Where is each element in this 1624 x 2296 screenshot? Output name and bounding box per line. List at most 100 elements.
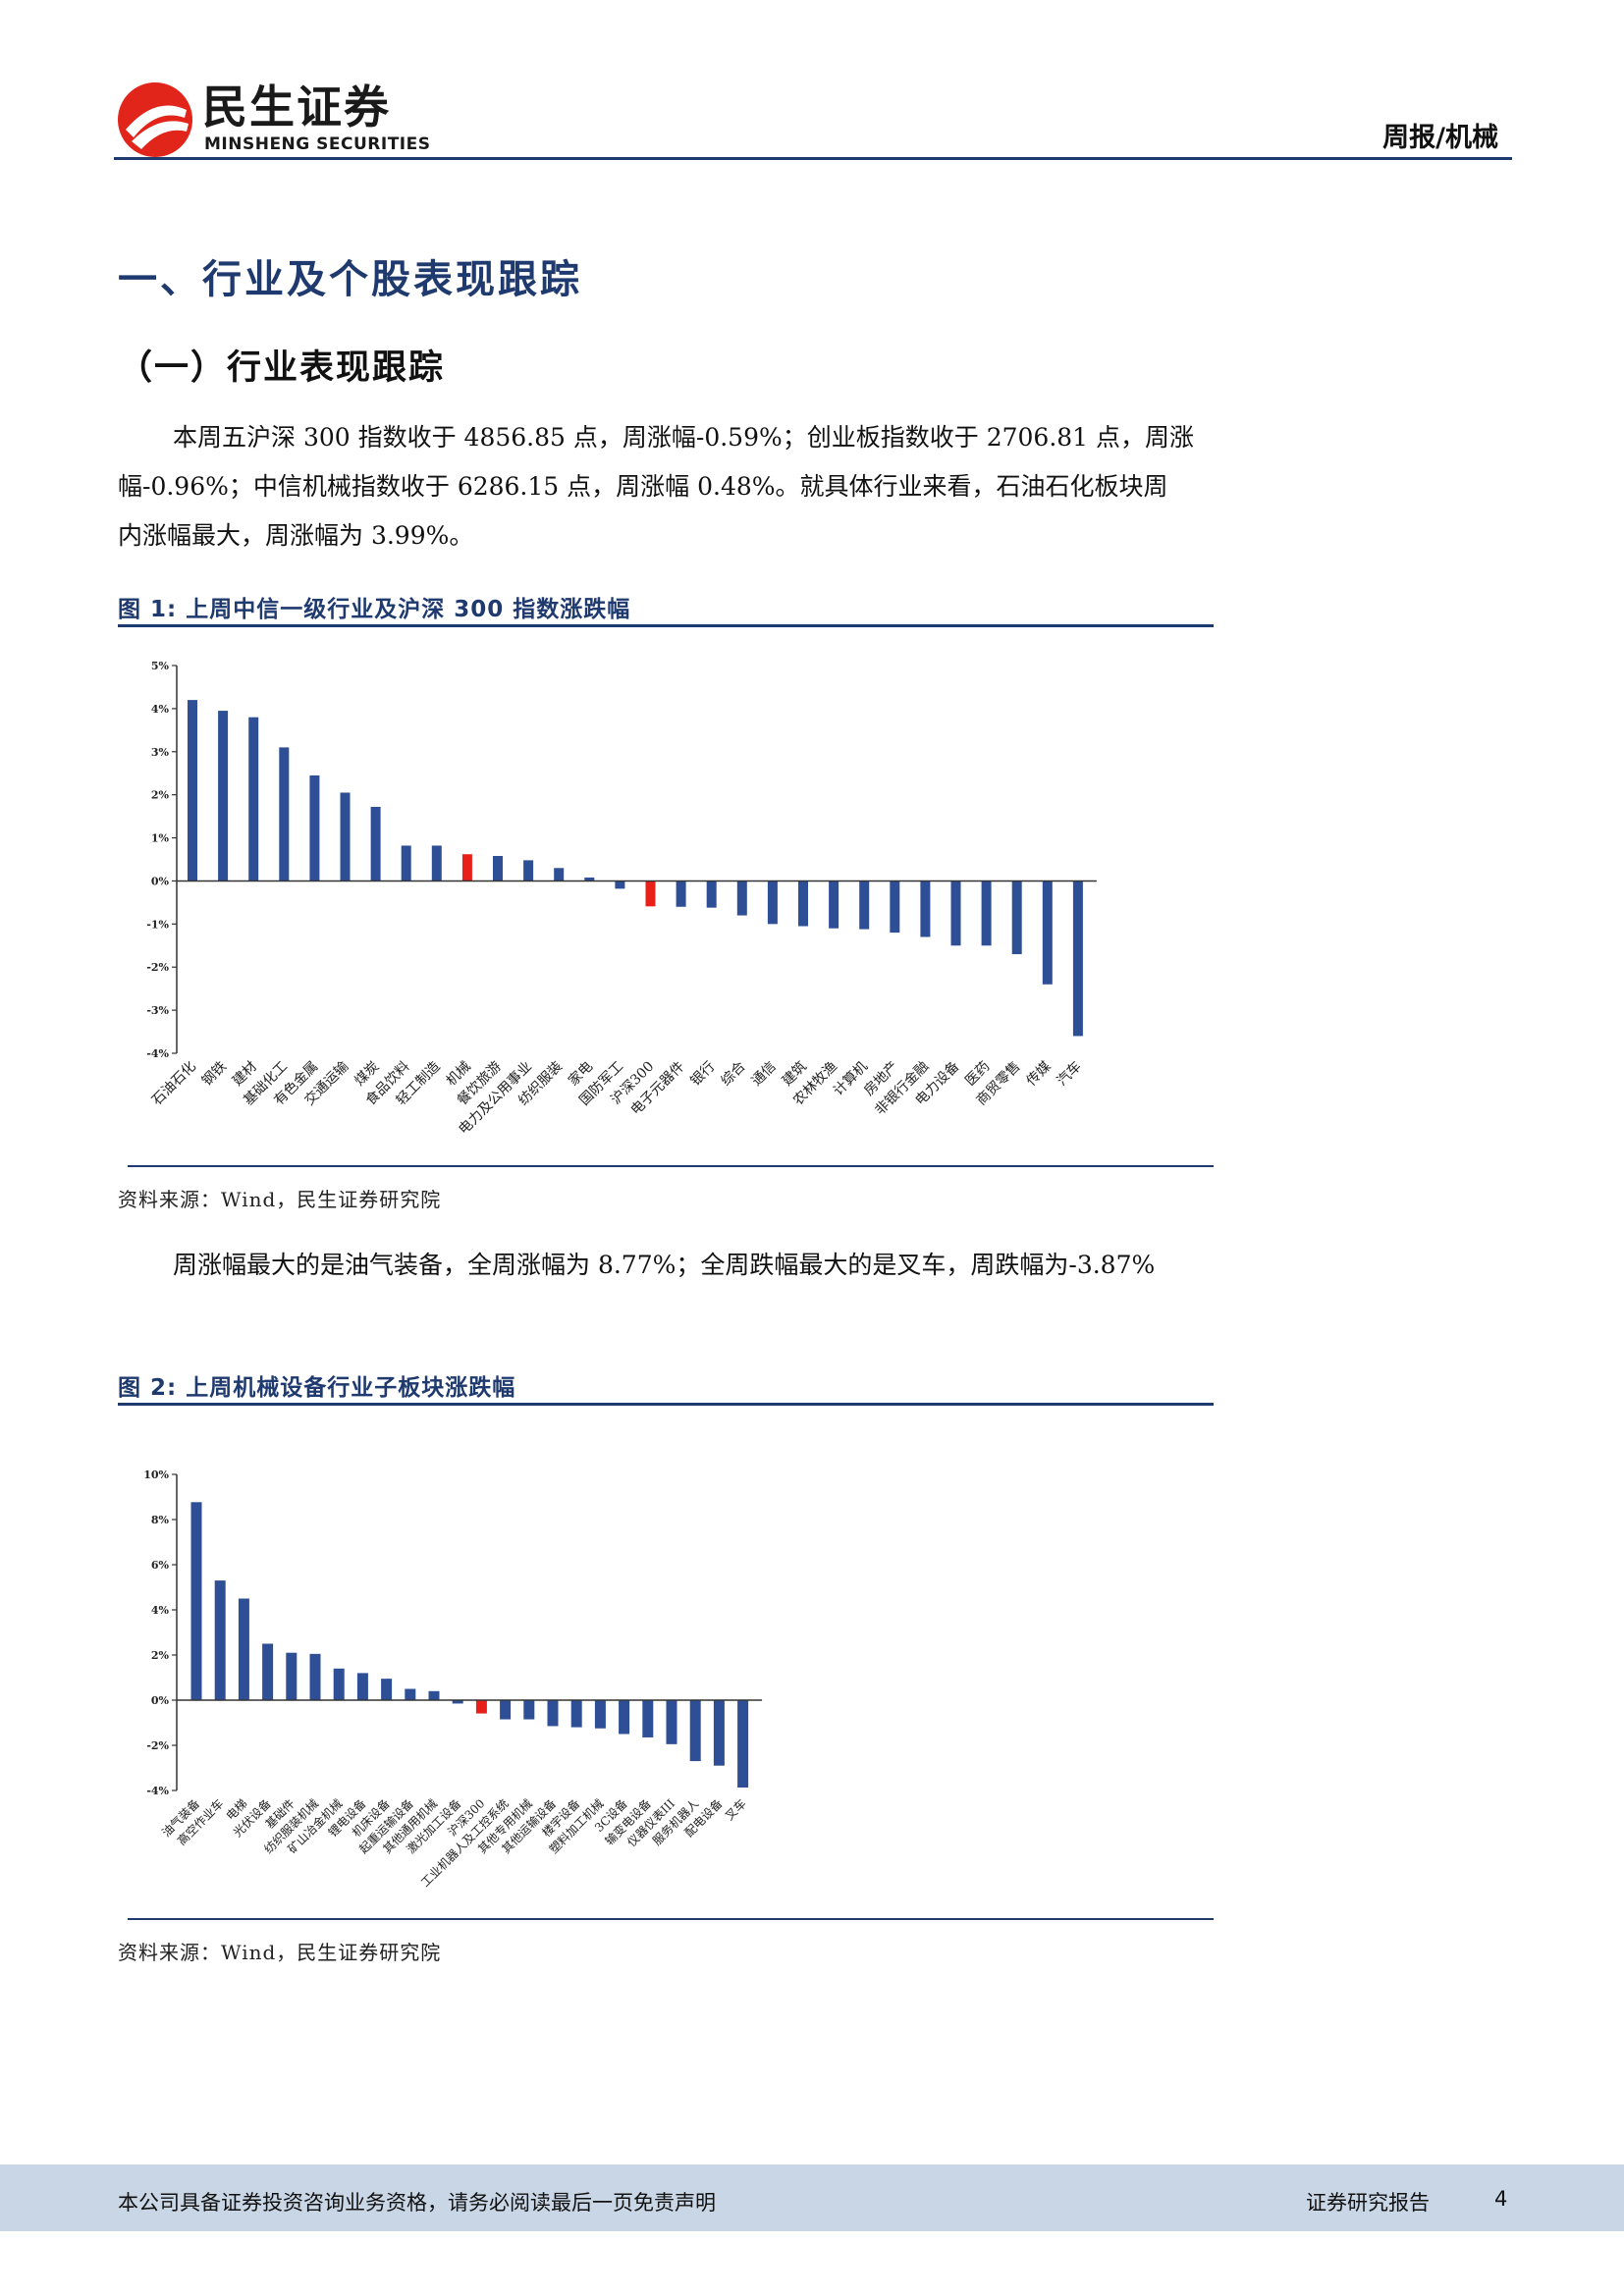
y-tick-label: 6% bbox=[151, 1559, 170, 1572]
bar bbox=[594, 1700, 606, 1729]
logo bbox=[116, 80, 194, 159]
figure-2-title: 图 2: 上周机械设备行业子板块涨跌幅 bbox=[118, 1375, 516, 1401]
figure-2-source: 资料来源：Wind，民生证券研究院 bbox=[118, 1941, 442, 1964]
bar bbox=[262, 1643, 274, 1700]
bar bbox=[706, 881, 717, 908]
bar bbox=[584, 877, 595, 881]
y-tick-label: 3% bbox=[151, 746, 170, 759]
bar bbox=[523, 1700, 535, 1720]
minsheng-logo-icon bbox=[118, 82, 192, 157]
bar bbox=[1072, 881, 1083, 1037]
bar bbox=[547, 1700, 559, 1727]
y-tick-label: 2% bbox=[151, 1649, 170, 1662]
y-tick-label: 0% bbox=[151, 1694, 170, 1707]
bar bbox=[920, 881, 931, 937]
bar bbox=[190, 1502, 202, 1700]
bar bbox=[689, 1700, 701, 1762]
x-tick-label: 叉车 bbox=[722, 1796, 749, 1824]
bar bbox=[431, 845, 442, 881]
paragraph-1: 本周五沪深 300 指数收于 4856.85 点，周涨幅-0.59%；创业板指数… bbox=[118, 413, 1227, 561]
bar bbox=[218, 711, 229, 881]
bar bbox=[1042, 881, 1053, 985]
figure-1-top-rule bbox=[118, 624, 1214, 627]
x-tick-label: 综合 bbox=[719, 1059, 749, 1090]
figure-1-chart: 5%4%3%2%1%0%-1%-2%-3%-4%石油石化 钢铁 建材基础化工有色金属… bbox=[146, 660, 1097, 1138]
bar bbox=[370, 806, 381, 881]
x-tick-label: 银行 bbox=[687, 1059, 718, 1090]
paragraph-1-line: 内涨幅最大，周涨幅为 3.99%。 bbox=[118, 521, 474, 550]
y-tick-label: -4% bbox=[146, 1047, 169, 1060]
bar bbox=[333, 1668, 345, 1700]
bar bbox=[676, 881, 686, 907]
section-title: 一、行业及个股表现跟踪 bbox=[118, 256, 582, 302]
bar bbox=[188, 700, 197, 881]
bar bbox=[570, 1700, 582, 1728]
bar bbox=[645, 881, 656, 907]
bar bbox=[767, 881, 778, 925]
x-tick-label: 石油石化 bbox=[149, 1059, 199, 1109]
bar bbox=[401, 845, 411, 881]
y-tick-label: -4% bbox=[146, 1785, 169, 1797]
bar bbox=[736, 881, 747, 916]
footer-disclaimer: 本公司具备证券投资咨询业务资格，请务必阅读最后一页免责声明 bbox=[118, 2191, 716, 2215]
bar bbox=[737, 1700, 749, 1789]
bar bbox=[554, 868, 565, 881]
bar bbox=[890, 881, 900, 934]
paragraph-1-line: 幅-0.96%；中信机械指数收于 6286.15 点，周涨幅 0.48%。就具体… bbox=[118, 472, 1168, 501]
bar bbox=[475, 1700, 487, 1714]
figure-1-title: 图 1: 上周中信一级行业及沪深 300 指数涨跌幅 bbox=[118, 597, 631, 622]
logo-name-en: MINSHENG SECURITIES bbox=[204, 134, 431, 154]
bar bbox=[493, 855, 503, 881]
report-type: 周报/机械 bbox=[1382, 123, 1498, 153]
bar bbox=[356, 1673, 368, 1700]
figure-2-chart: 10%8%6%4%2%0%-2%-4%油气装备高空作业车电梯光伏设备基础件纺织服… bbox=[143, 1468, 763, 1890]
figure-1-bottom-rule bbox=[128, 1165, 1214, 1167]
bar bbox=[248, 717, 259, 881]
figure-1-source: 资料来源：Wind，民生证券研究院 bbox=[118, 1188, 442, 1211]
bar bbox=[1011, 881, 1022, 955]
x-tick-label: 通信 bbox=[749, 1059, 780, 1090]
page-number: 4 bbox=[1494, 2187, 1508, 2211]
y-tick-label: -3% bbox=[146, 1004, 169, 1017]
figure-2-bottom-rule bbox=[128, 1918, 1214, 1920]
x-tick-label: 汽车 bbox=[1054, 1058, 1085, 1090]
x-tick-label: 计算机 bbox=[831, 1059, 871, 1099]
bar bbox=[981, 881, 992, 946]
bar bbox=[950, 881, 961, 946]
bar bbox=[286, 1652, 298, 1700]
y-tick-label: 10% bbox=[143, 1468, 169, 1481]
bar bbox=[523, 860, 534, 881]
y-tick-label: 4% bbox=[151, 1604, 170, 1617]
y-tick-label: 2% bbox=[151, 789, 170, 802]
x-tick-label: 钢铁 bbox=[199, 1059, 230, 1090]
bar bbox=[642, 1700, 654, 1737]
paragraph-2: 周涨幅最大的是油气装备，全周涨幅为 8.77%；全周跌幅最大的是叉车，周跌幅为-… bbox=[173, 1251, 1156, 1279]
bar bbox=[428, 1690, 440, 1700]
footer-bar bbox=[0, 2164, 1624, 2231]
y-tick-label: -1% bbox=[146, 918, 169, 931]
bar bbox=[279, 747, 290, 881]
y-tick-label: -2% bbox=[146, 1739, 169, 1752]
bar bbox=[859, 881, 870, 930]
y-tick-label: 8% bbox=[151, 1514, 170, 1526]
bar bbox=[238, 1598, 249, 1700]
bar bbox=[309, 1653, 321, 1700]
bar bbox=[381, 1679, 393, 1700]
bar bbox=[405, 1688, 416, 1700]
logo-name-cn: 民生证券 bbox=[202, 80, 391, 133]
y-tick-label: -2% bbox=[146, 961, 169, 974]
y-tick-label: 0% bbox=[151, 875, 170, 887]
bar bbox=[666, 1700, 677, 1744]
bar bbox=[798, 881, 808, 927]
x-tick-label: 传媒 bbox=[1024, 1059, 1055, 1090]
bar bbox=[713, 1700, 725, 1766]
bar bbox=[340, 792, 351, 881]
bar bbox=[615, 881, 625, 889]
y-tick-label: 5% bbox=[151, 660, 170, 672]
bar bbox=[452, 1700, 463, 1704]
y-tick-label: 4% bbox=[151, 703, 170, 716]
bar bbox=[214, 1580, 226, 1700]
bar bbox=[829, 881, 839, 929]
y-tick-label: 1% bbox=[151, 832, 170, 845]
bar bbox=[309, 774, 320, 881]
